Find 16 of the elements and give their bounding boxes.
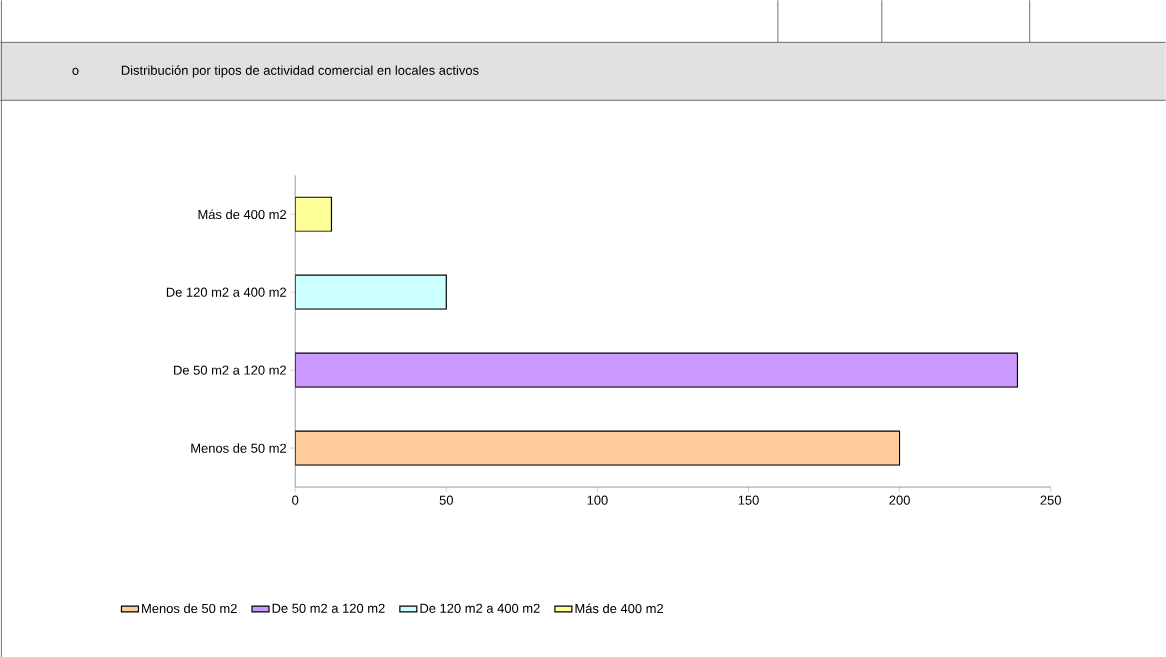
x-tick-label: 50: [439, 495, 453, 505]
y-tick-label: De 50 m2 a 120 m2: [174, 365, 287, 375]
x-tick-label: 250: [1040, 495, 1061, 505]
legend-label: De 120 m2 a 400 m2: [420, 603, 540, 613]
y-tick-label: De 120 m2 a 400 m2: [166, 287, 287, 297]
y-tick-label: Más de 400 m2: [198, 209, 287, 219]
text: o: [72, 67, 79, 75]
x-tick-label: 150: [738, 495, 759, 505]
x-tick-label: 200: [889, 495, 910, 505]
y-tick-label: Menos de 50 m2: [191, 443, 287, 453]
x-tick-label: 100: [587, 495, 608, 505]
chart-title: Distribución por tipos de actividad comercial en locales activos: [121, 65, 479, 78]
x-tick-label: 0: [292, 495, 299, 505]
legend-label: De 50 m2 a 120 m2: [272, 603, 385, 613]
legend-label: Menos de 50 m2: [142, 603, 237, 613]
legend-label: Más de 400 m2: [575, 603, 664, 613]
